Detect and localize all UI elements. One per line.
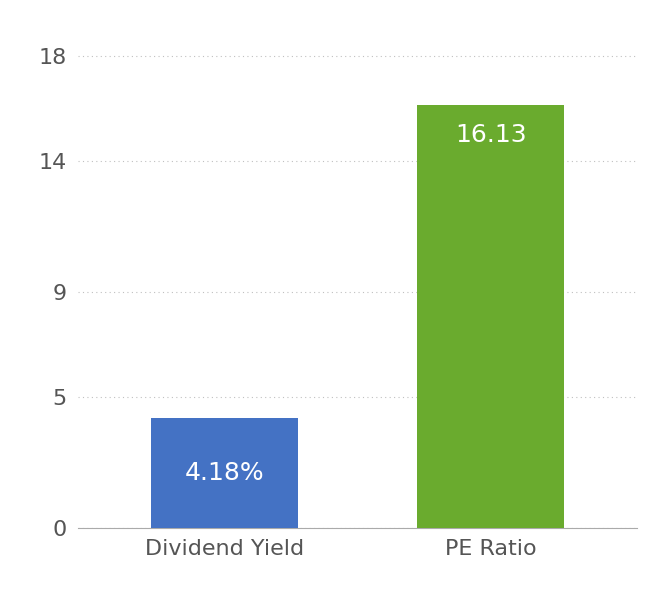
Text: 16.13: 16.13 <box>455 123 526 147</box>
Text: 4.18%: 4.18% <box>185 461 264 485</box>
Bar <box>151 418 298 528</box>
Bar <box>417 105 564 528</box>
